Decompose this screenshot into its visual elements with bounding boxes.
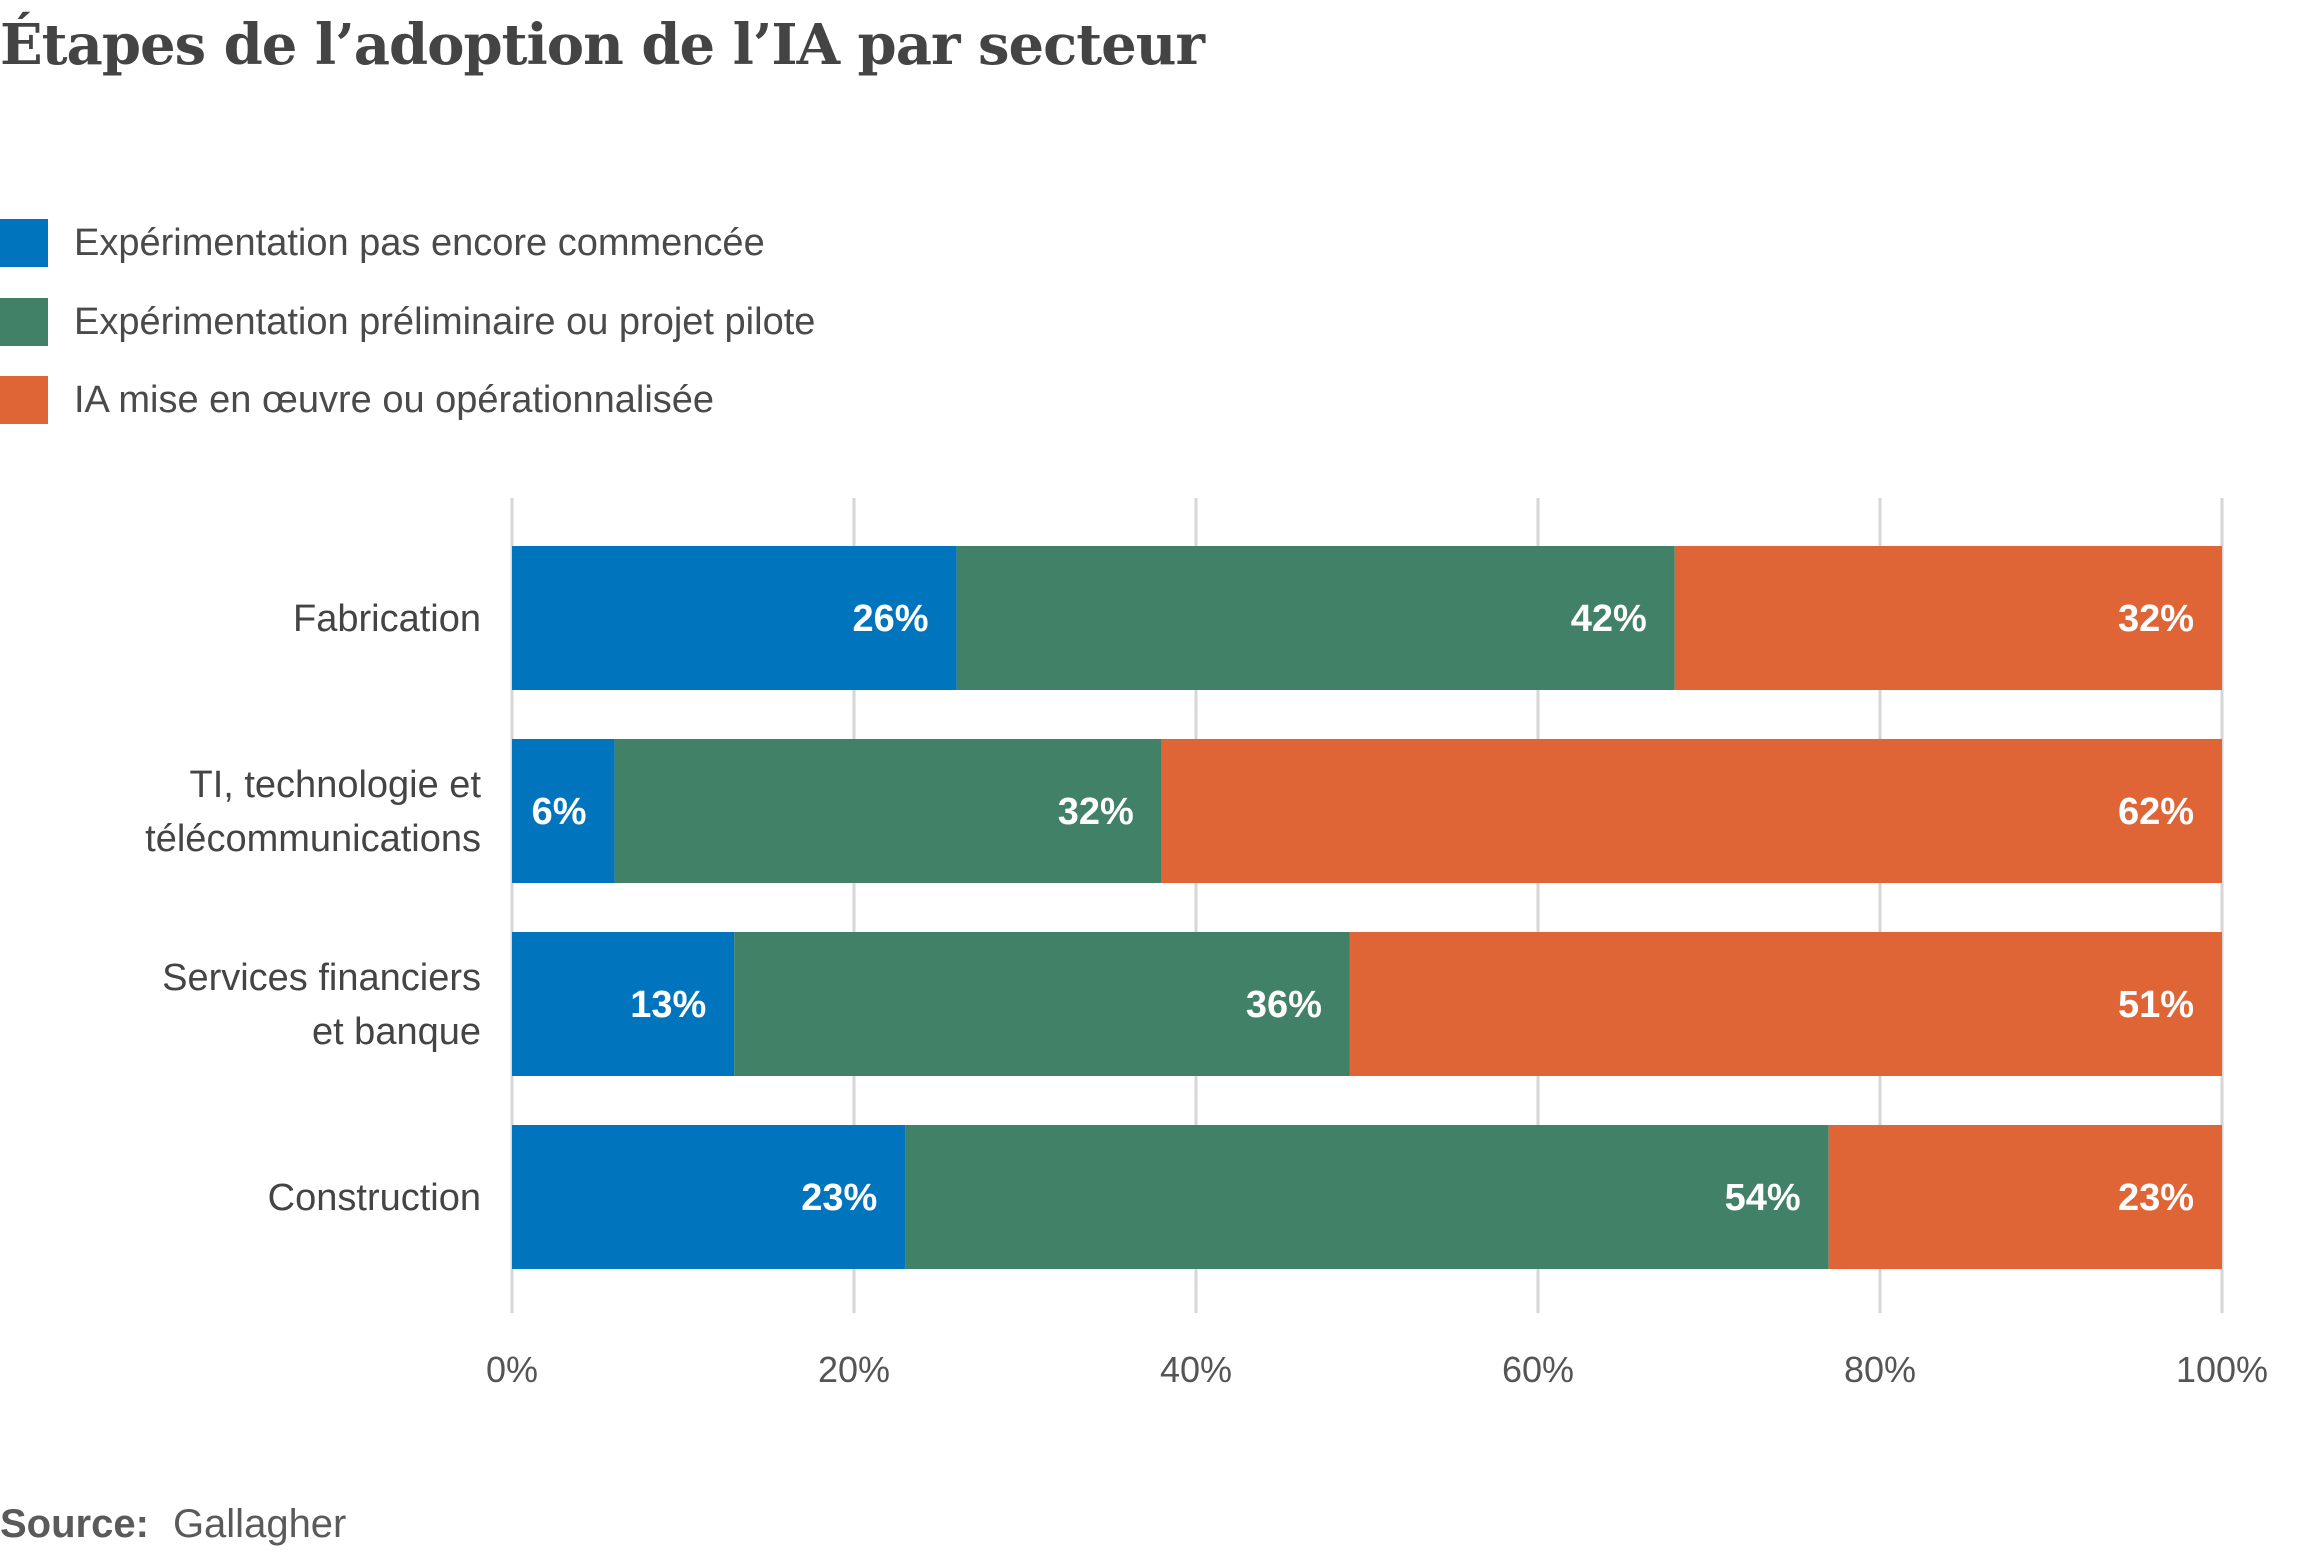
source-note: Source: Gallagher (0, 1502, 346, 1547)
legend-swatch (0, 298, 48, 346)
bar-segment (1674, 546, 2222, 690)
bar-value-label: 13% (630, 984, 706, 1026)
x-tick-label: 80% (1844, 1349, 1916, 1390)
bar-segment (512, 932, 735, 1076)
x-tick-label: 40% (1160, 1349, 1232, 1390)
x-tick-label: 0% (486, 1349, 538, 1390)
category-label: Construction (268, 1177, 481, 1219)
chart-title: Étapes de l’adoption de l’IA par secteur (0, 12, 1205, 78)
bar-segment (1161, 739, 2222, 883)
bar-value-label: 32% (1058, 791, 1134, 833)
x-axis-ticks: 0% 20% 40% 60% 80% 100% (486, 1349, 2268, 1390)
category-label: et banque (312, 1011, 481, 1053)
legend-item: Expérimentation pas encore commencée (0, 218, 765, 268)
x-tick-label: 100% (2176, 1349, 2268, 1390)
bar-labels: 26% 42% 32% 6% 32% 62% 13% 36% 51% 23% 54% 23% (532, 598, 2194, 1219)
bar-segment (734, 932, 1350, 1076)
bar-value-label: 26% (853, 598, 929, 640)
bar-segment (512, 546, 957, 690)
x-tick-label: 20% (818, 1349, 890, 1390)
bar-value-label: 51% (2118, 984, 2194, 1026)
legend-label: Expérimentation pas encore commencée (74, 221, 765, 264)
bar-segment (1349, 932, 2222, 1076)
legend-item: IA mise en œuvre ou opérationnalisée (0, 375, 714, 425)
category-labels: Fabrication TI, technologie et télécommuni… (145, 598, 481, 1219)
category-label: Fabrication (293, 598, 481, 640)
bar-value-label: 54% (1725, 1177, 1801, 1219)
bar-value-label: 32% (2118, 598, 2194, 640)
x-tick-label: 60% (1502, 1349, 1574, 1390)
bar-segment (512, 1125, 906, 1269)
category-label: TI, technologie et (189, 764, 481, 806)
bar-value-label: 23% (801, 1177, 877, 1219)
bar-value-label: 6% (532, 791, 587, 833)
legend-swatch (0, 376, 48, 424)
category-label: Services financiers (162, 957, 481, 999)
source-value: Gallagher (172, 1502, 347, 1546)
bar-value-label: 62% (2118, 791, 2194, 833)
source-label: Source: (0, 1502, 149, 1546)
bars (512, 546, 2222, 1269)
bar-segment (512, 739, 615, 883)
bar-segment (1828, 1125, 2222, 1269)
legend-item: Expérimentation préliminaire ou projet p… (0, 297, 815, 347)
bar-value-label: 42% (1571, 598, 1647, 640)
legend-label: IA mise en œuvre ou opérationnalisée (74, 378, 715, 421)
bar-value-label: 36% (1246, 984, 1322, 1026)
bar-segment (956, 546, 1675, 690)
bar-segment (614, 739, 1162, 883)
category-label: télécommunications (145, 818, 481, 860)
bar-segment (905, 1125, 1829, 1269)
legend-swatch (0, 219, 48, 267)
legend-label: Expérimentation préliminaire ou projet p… (74, 300, 816, 343)
bar-value-label: 23% (2118, 1177, 2194, 1219)
